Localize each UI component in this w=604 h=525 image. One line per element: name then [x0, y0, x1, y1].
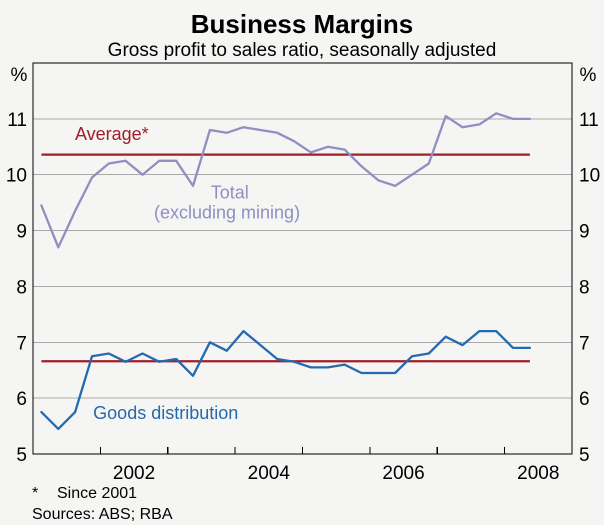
y-label-left-5: 5: [16, 445, 27, 466]
x-label-2006: 2006: [382, 463, 424, 484]
y-label-left-9: 9: [16, 222, 27, 243]
chart-subtitle: Gross profit to sales ratio, seasonally …: [108, 40, 497, 61]
y-label-left-11: 11: [7, 110, 27, 131]
y-label-left-10: 10: [6, 166, 27, 187]
y-label-right-9: 9: [579, 222, 590, 243]
y-axis-unit-right: %: [580, 65, 597, 86]
y-label-left-8: 8: [16, 277, 27, 298]
y-label-right-10: 10: [579, 166, 600, 187]
y-label-right-5: 5: [579, 445, 590, 466]
x-label-2008: 2008: [517, 463, 559, 484]
chart-title: Business Margins: [191, 9, 414, 39]
y-label-right-11: 11: [579, 110, 599, 131]
y-label-left-7: 7: [16, 333, 27, 354]
footnote-sources: Sources: ABS; RBA: [32, 506, 173, 523]
y-label-right-8: 8: [579, 277, 590, 298]
y-label-left-6: 6: [16, 389, 27, 410]
footnote-marker: *: [32, 485, 38, 502]
x-label-2004: 2004: [248, 463, 291, 484]
y-label-right-6: 6: [579, 389, 590, 410]
plot-frame: [32, 62, 573, 455]
annotation-goods-distribution: Goods distribution: [93, 403, 238, 423]
annotation-excluding-mining: (excluding mining): [154, 203, 300, 223]
footnote-note: Since 2001: [57, 485, 137, 502]
y-axis-unit-left: %: [11, 65, 28, 86]
x-label-2002: 2002: [113, 463, 155, 484]
annotation-total: Total: [211, 183, 249, 203]
series-line-goods-distribution: [40, 329, 532, 431]
annotation-average: Average*: [75, 124, 149, 144]
plot-area: 5 5 6 6 7 7 8 8 9 9 10 10 11 11 2002 2004 2006 2008 Averag…: [6, 62, 600, 484]
series-line-total-excluding-mining: [40, 112, 532, 249]
y-label-right-7: 7: [579, 333, 590, 354]
